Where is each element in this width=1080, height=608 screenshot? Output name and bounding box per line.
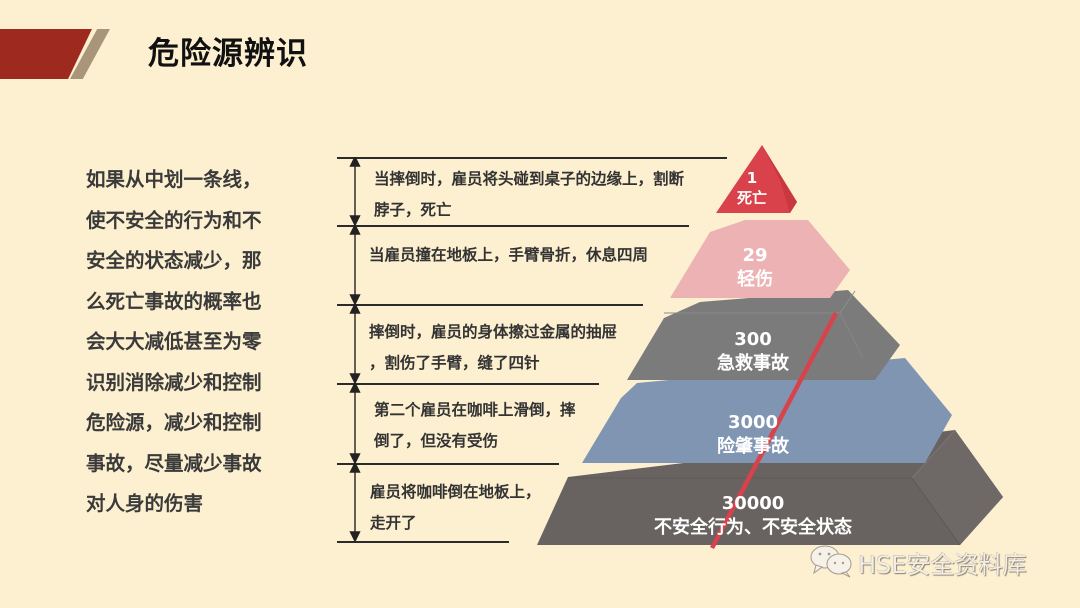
tier-name: 不安全行为、不安全状态: [654, 517, 852, 538]
separator-line: [337, 225, 689, 227]
tier-name: 险肇事故: [717, 436, 789, 457]
text-line: 安全的状态减少，那: [86, 249, 262, 272]
separator-line: [337, 157, 727, 159]
description-minor-injury: 当雇员撞在地板上，手臂骨折，休息四周: [369, 240, 648, 271]
description-line: 第二个雇员在咖啡上滑倒，摔: [374, 401, 576, 419]
page-title: 危险源辨识: [148, 36, 308, 72]
tier-label-fatality: 1 死亡: [712, 168, 792, 208]
tier-label-near-miss: 3000 险肇事故: [683, 411, 823, 459]
separator-line: [337, 463, 559, 465]
description-line: 脖子，死亡: [374, 201, 452, 219]
description-line: 倒了，但没有受伤: [374, 432, 499, 450]
description-line: ，割伤了手臂，缝了四针: [369, 354, 540, 372]
text-line: 会大大减低甚至为零: [86, 330, 262, 353]
separator-line: [337, 304, 643, 306]
pyramid-tier-near-miss: [582, 358, 952, 463]
description-near-miss: 第二个雇员在咖啡上滑倒，摔 倒了，但没有受伤: [374, 395, 576, 457]
text-line: 对人身的伤害: [86, 492, 204, 515]
double-arrow-icons: [349, 157, 361, 543]
description-first-aid: 摔倒时，雇员的身体擦过金属的抽屉 ，割伤了手臂，缝了四针: [369, 317, 617, 379]
text-line: 使不安全的行为和不: [86, 208, 262, 232]
tier-name: 轻伤: [737, 269, 773, 290]
tier-label-first-aid: 300 急救事故: [683, 328, 823, 376]
cut-line: [710, 311, 838, 550]
left-explanation-text: 如果从中划一条线， 使不安全的行为和不 安全的状态减少，那 么死亡事故的概率也 …: [86, 160, 301, 525]
description-line: 雇员将咖啡倒在地板上，: [370, 483, 541, 501]
separator-line: [337, 541, 509, 543]
tier-label-minor-injury: 29 轻伤: [700, 244, 810, 292]
tier-count: 29: [742, 245, 768, 266]
description-line: 当摔倒时，雇员将头碰到桌子的边缘上，割断: [374, 170, 685, 188]
separator-line: [337, 383, 599, 385]
description-line: 摔倒时，雇员的身体擦过金属的抽屉: [369, 323, 618, 341]
tier-label-unsafe: 30000 不安全行为、不安全状态: [623, 492, 883, 540]
watermark-text: HSE安全资料库: [858, 551, 1027, 579]
tier-count: 30000: [721, 493, 785, 514]
tier-name: 急救事故: [717, 353, 789, 374]
tier-count: 1: [746, 169, 758, 187]
text-line: 识别消除减少和控制: [86, 370, 262, 394]
tier-count: 3000: [727, 412, 779, 433]
description-fatality: 当摔倒时，雇员将头碰到桌子的边缘上，割断 脖子，死亡: [374, 164, 684, 226]
description-line: 当雇员撞在地板上，手臂骨折，休息四周: [369, 246, 649, 264]
wechat-icon: [810, 545, 852, 578]
text-line: 么死亡事故的概率也: [86, 289, 262, 313]
pyramid-tier-minor-injury: [670, 220, 850, 298]
description-unsafe-act: 雇员将咖啡倒在地板上， 走开了: [370, 477, 541, 539]
text-line: 危险源，减少和控制: [86, 411, 262, 434]
description-line: 走开了: [370, 514, 417, 532]
tier-name: 死亡: [736, 189, 767, 207]
pyramid-tier-first-aid: [627, 290, 900, 380]
text-line: 事故，尽量减少事故: [86, 451, 262, 475]
tier-count: 300: [734, 329, 772, 350]
pyramid-tier-fatality: [716, 145, 797, 213]
text-line: 如果从中划一条线，: [86, 168, 262, 191]
